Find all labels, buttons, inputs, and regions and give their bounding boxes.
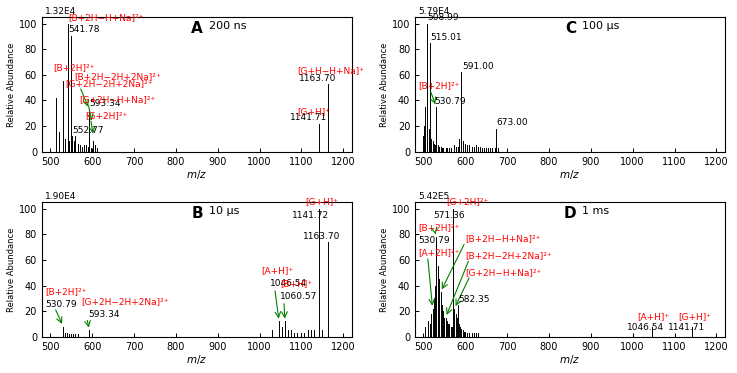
Text: 1 ms: 1 ms (582, 206, 609, 216)
Y-axis label: Relative Abundance: Relative Abundance (380, 228, 389, 312)
Text: [B+2H]²⁺: [B+2H]²⁺ (54, 63, 95, 72)
Text: 593.34: 593.34 (89, 99, 121, 108)
Text: 5.42E5: 5.42E5 (418, 192, 450, 201)
Text: [G+H]⁺: [G+H]⁺ (679, 313, 712, 322)
Text: [G+2H−H+Na]²⁺: [G+2H−H+Na]²⁺ (465, 267, 542, 277)
Text: 593.34: 593.34 (88, 310, 119, 319)
Text: 1163.70: 1163.70 (303, 232, 340, 241)
Text: 591.00: 591.00 (462, 62, 494, 71)
Text: [A+2H]²⁺: [A+2H]²⁺ (419, 248, 460, 257)
Text: 1141.71: 1141.71 (290, 113, 327, 122)
Text: 571.36: 571.36 (433, 211, 465, 220)
Text: 100 μs: 100 μs (582, 21, 620, 31)
Text: 1163.70: 1163.70 (298, 73, 336, 82)
X-axis label: $\it{m/z}$: $\it{m/z}$ (186, 353, 207, 366)
Text: [G+2H−H+Na]²⁺: [G+2H−H+Na]²⁺ (79, 95, 155, 104)
Text: 515.01: 515.01 (430, 32, 461, 41)
Text: [G+H−H+Na]⁺: [G+H−H+Na]⁺ (297, 66, 364, 75)
Text: D: D (564, 206, 576, 222)
Text: 1.32E4: 1.32E4 (45, 7, 77, 16)
Text: [B+2H]²⁺: [B+2H]²⁺ (419, 81, 460, 90)
Text: B: B (192, 206, 203, 222)
Text: [B+2H−H+Na]²⁺: [B+2H−H+Na]²⁺ (465, 234, 541, 243)
Text: 10 μs: 10 μs (209, 206, 240, 216)
Text: [G+2H−2H+2Na]²⁺: [G+2H−2H+2Na]²⁺ (82, 297, 170, 306)
Text: 1141.72: 1141.72 (292, 211, 329, 220)
Text: 541.78: 541.78 (68, 25, 99, 34)
Text: C: C (565, 21, 576, 36)
Text: A: A (192, 21, 203, 36)
Y-axis label: Relative Abundance: Relative Abundance (7, 42, 16, 127)
Text: [B+2H−H+Na]²⁺: [B+2H−H+Na]²⁺ (68, 13, 143, 22)
Text: 1046.54: 1046.54 (270, 279, 307, 288)
Y-axis label: Relative Abundance: Relative Abundance (380, 42, 389, 127)
X-axis label: $\it{m/z}$: $\it{m/z}$ (559, 353, 581, 366)
Text: 530.79: 530.79 (435, 97, 467, 106)
Text: [B+2H]²⁺: [B+2H]²⁺ (419, 223, 460, 232)
Text: 530.79: 530.79 (419, 236, 450, 245)
Text: [G+2H]²⁺: [G+2H]²⁺ (447, 197, 489, 206)
Text: [G+2H−2H+2Na]²⁺: [G+2H−2H+2Na]²⁺ (66, 79, 153, 88)
Text: [B+H]⁺: [B+H]⁺ (281, 279, 312, 288)
Text: 582.35: 582.35 (458, 295, 489, 304)
Text: [B+2H−2H+2Na]²⁺: [B+2H−2H+2Na]²⁺ (74, 72, 161, 81)
Text: 1060.57: 1060.57 (280, 292, 317, 301)
Text: [G+H]⁺: [G+H]⁺ (305, 197, 338, 206)
Text: [A+H]⁺: [A+H]⁺ (637, 313, 669, 322)
Text: 1141.71: 1141.71 (668, 323, 705, 332)
Text: [B+2H−2H+2Na]²⁺: [B+2H−2H+2Na]²⁺ (465, 251, 552, 260)
Text: [G+2H]²⁺: [G+2H]²⁺ (85, 111, 128, 120)
Text: [G+H]⁺: [G+H]⁺ (297, 107, 330, 116)
Text: [B+2H]²⁺: [B+2H]²⁺ (45, 287, 87, 296)
Text: 1.90E4: 1.90E4 (45, 192, 77, 201)
X-axis label: $\it{m/z}$: $\it{m/z}$ (559, 168, 581, 181)
Text: [A+H]⁺: [A+H]⁺ (262, 266, 294, 275)
Text: 508.99: 508.99 (427, 13, 459, 22)
Text: 552.77: 552.77 (72, 126, 104, 135)
Text: 200 ns: 200 ns (209, 21, 247, 31)
Text: 1046.54: 1046.54 (626, 323, 664, 332)
Text: 673.00: 673.00 (496, 118, 528, 127)
Text: 5.79E4: 5.79E4 (418, 7, 450, 16)
Text: 530.79: 530.79 (45, 300, 77, 308)
Y-axis label: Relative Abundance: Relative Abundance (7, 228, 16, 312)
X-axis label: $\it{m/z}$: $\it{m/z}$ (186, 168, 207, 181)
